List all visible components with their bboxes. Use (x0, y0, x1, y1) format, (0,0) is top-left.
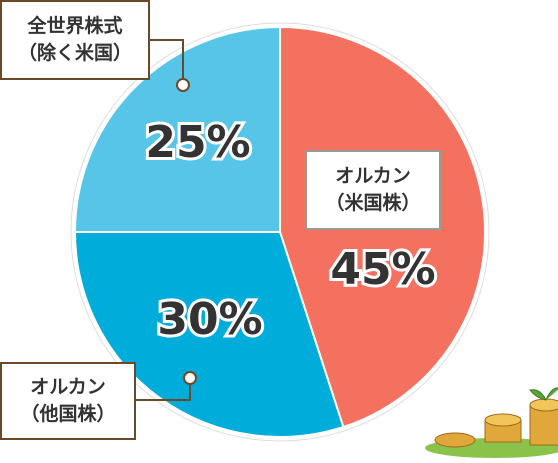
category-label: オルカン （他国株） (0, 362, 136, 440)
callout-line (135, 378, 191, 401)
category-label: 全世界株式 （除く米国） (0, 0, 150, 80)
value-label: 30% (157, 294, 262, 345)
value-label: 45% (330, 244, 435, 295)
value-label: 25% (145, 117, 250, 168)
callout-dot (176, 78, 190, 92)
callout-line (150, 39, 184, 85)
callout-dot (183, 371, 197, 385)
category-label: オルカン （米国株） (305, 150, 441, 230)
callout-lines (135, 39, 191, 401)
pie-slice (73, 25, 281, 233)
pie-slice (73, 231, 345, 438)
coins-illustration (425, 387, 558, 458)
